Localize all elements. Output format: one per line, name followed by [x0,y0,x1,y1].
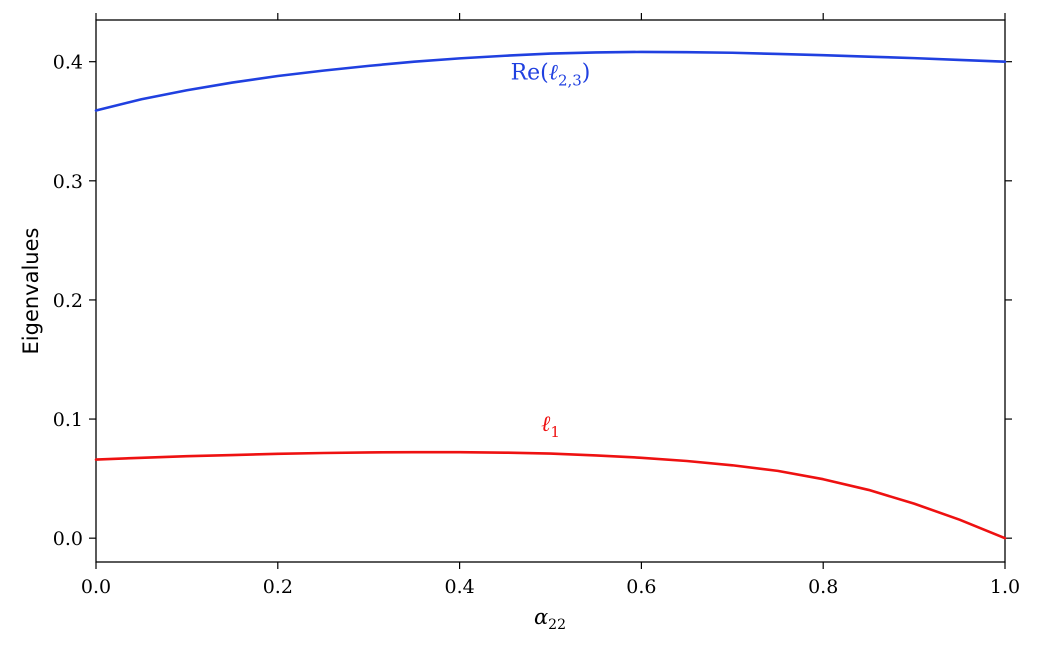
axis-ticks: 0.0 0.2 0.4 0.6 0.8 1.0 0.0 0.1 0.2 0.3 0.4 [53,13,1020,598]
x-tick-label: 0.0 [81,576,111,598]
x-tick-label: 0.6 [626,576,656,598]
y-tick-label: 0.4 [53,52,83,74]
x-tick-label: 0.8 [808,576,838,598]
annotation-subscript: 1 [550,423,560,441]
series-group [94,50,1007,540]
x-tick-label: 0.2 [263,576,293,598]
y-tick-label: 0.2 [53,290,83,312]
x-tick-label: 0.4 [444,576,474,598]
annotations-group: Re(ℓ2,3)ℓ1 [511,61,591,441]
annotation-prefix: Re( [511,61,549,86]
y-tick-label: 0.0 [53,528,83,550]
y-tick-label: 0.1 [53,409,83,431]
annotation-suffix: ) [582,61,591,86]
plot-frame [95,19,1006,563]
y-axis-title: Eigenvalues [19,228,43,355]
x-axis-title-sub: 22 [548,617,566,633]
annotation-subscript: 2,3 [558,72,582,90]
y-tick-label: 0.3 [53,171,83,193]
x-axis-title: α22 [534,605,566,633]
series-line [94,450,1007,540]
series-annotation: ℓ1 [541,412,560,441]
x-tick-label: 1.0 [990,576,1020,598]
annotation-symbol: ℓ [541,412,551,437]
series-annotation: Re(ℓ2,3) [511,61,591,90]
annotation-symbol: ℓ [549,61,559,86]
x-axis-title-base: α [534,605,548,629]
series-line [94,50,1007,112]
